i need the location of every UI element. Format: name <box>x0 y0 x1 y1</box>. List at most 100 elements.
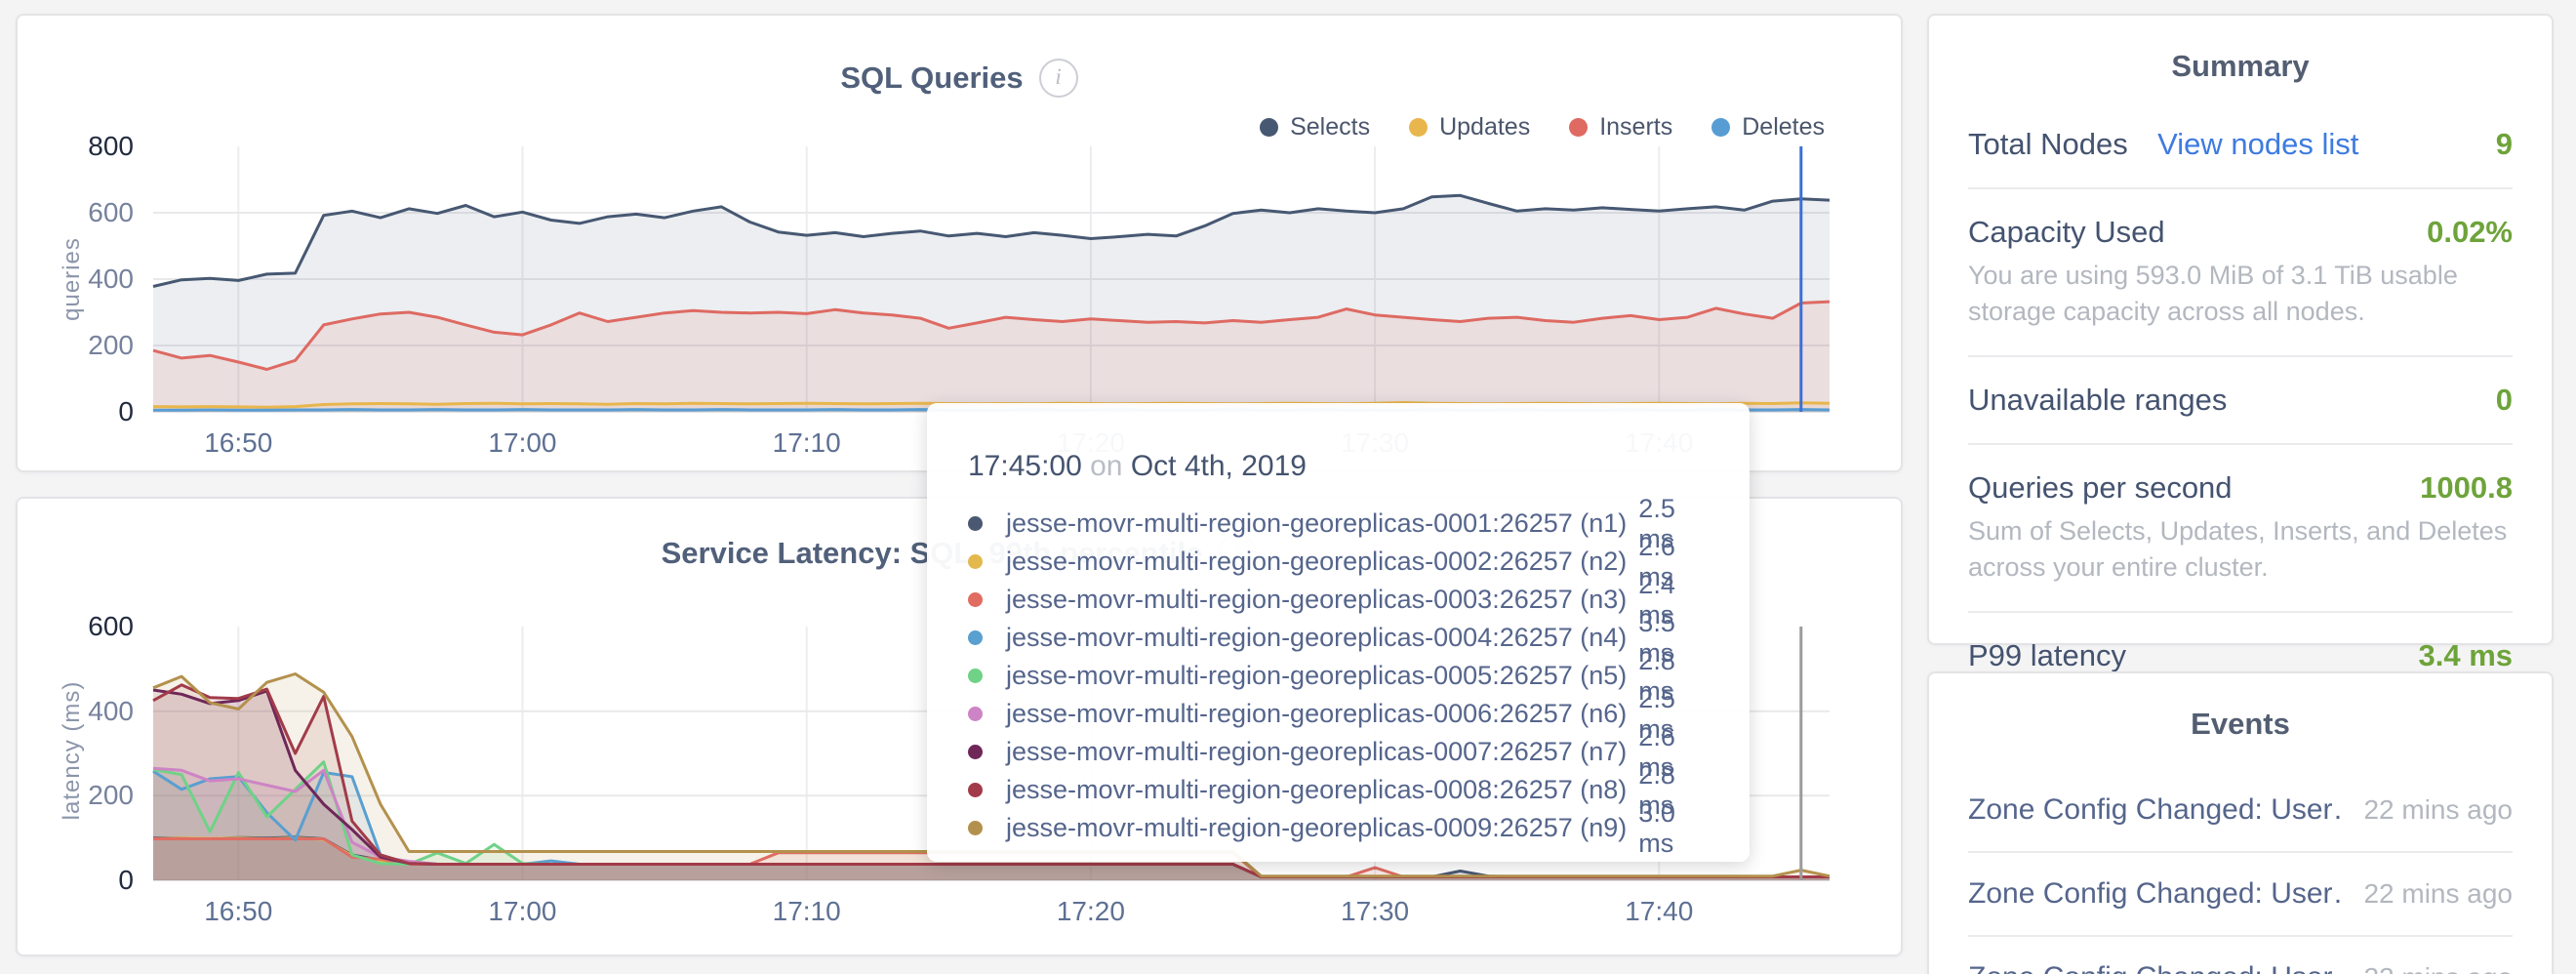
series-area <box>153 302 1830 412</box>
p99-latency-value: 3.4 ms <box>2418 638 2513 672</box>
tooltip-node-row: jesse-movr-multi-region-georeplicas-0003… <box>968 570 1709 629</box>
node-color-dot-icon <box>968 554 983 569</box>
node-latency: 3.0 ms <box>1638 797 1675 858</box>
deletes-dot-icon <box>1711 118 1731 137</box>
node-color-dot-icon <box>968 516 983 531</box>
series-area <box>153 836 1830 880</box>
queries-per-second-row: Queries per second 1000.8 <box>1968 470 2513 506</box>
tooltip-node-row: jesse-movr-multi-region-georeplicas-0004… <box>968 608 1709 668</box>
queries-per-second-value: 1000.8 <box>2420 470 2513 505</box>
divider <box>1968 187 2513 189</box>
tooltip-time: 17:45:00 <box>968 450 1082 482</box>
node-color-dot-icon <box>968 821 983 835</box>
series-area <box>153 195 1830 412</box>
node-color-dot-icon <box>968 630 983 645</box>
x-tick-label: 17:00 <box>488 896 557 926</box>
node-name: jesse-movr-multi-region-georeplicas-0008… <box>1006 775 1628 804</box>
tooltip-node-row: jesse-movr-multi-region-georeplicas-0007… <box>968 722 1709 782</box>
node-name: jesse-movr-multi-region-georeplicas-0007… <box>1006 737 1628 766</box>
service-latency-plot[interactable]: 0 200 400 600 16:50 17:00 17:10 17:20 17:30 17:40 <box>88 611 1831 926</box>
total-nodes-value: 9 <box>2495 127 2513 161</box>
legend-label: Selects <box>1290 113 1371 141</box>
node-latency: 2.4 ms <box>1638 569 1675 629</box>
divider <box>1968 611 2513 613</box>
divider <box>1968 935 2513 937</box>
sql-queries-legend: Selects Updates Inserts Deletes <box>1260 113 1825 142</box>
selects-dot-icon <box>1260 118 1279 137</box>
queries-per-second-label: Queries per second <box>1968 470 2233 505</box>
service-latency-chart[interactable] <box>152 627 1831 881</box>
y-tick-label: 200 <box>88 780 134 811</box>
series-area <box>153 690 1830 880</box>
event-text: Zone Config Changed: User… <box>1968 793 2345 826</box>
legend-label: Updates <box>1439 113 1531 141</box>
sql-y-axis-unit: queries <box>59 237 85 321</box>
summary-panel: Summary Total Nodes View nodes list 9 Ca… <box>1927 14 2554 672</box>
divider <box>1968 443 2513 445</box>
event-row[interactable]: Zone Config Changed: User… 22 mins ago <box>1968 853 2513 935</box>
summary-title: Summary <box>2171 49 2310 83</box>
node-color-dot-icon <box>968 669 983 683</box>
sql-queries-title: SQL Queries <box>840 61 1024 95</box>
node-name: jesse-movr-multi-region-georeplicas-0004… <box>1006 623 1628 652</box>
sql-queries-card: SQL Queries i Selects Updates Inserts De… <box>16 14 1903 472</box>
legend-item-deletes: Deletes <box>1711 113 1825 142</box>
tooltip-node-row: jesse-movr-multi-region-georeplicas-0008… <box>968 760 1709 820</box>
queries-per-second-description: Sum of Selects, Updates, Inserts, and De… <box>1968 516 2508 582</box>
node-name: jesse-movr-multi-region-georeplicas-0003… <box>1006 585 1628 614</box>
total-nodes-row: Total Nodes View nodes list 9 <box>1968 127 2513 162</box>
y-tick-label: 600 <box>88 197 134 227</box>
node-name: jesse-movr-multi-region-georeplicas-0001… <box>1006 508 1628 538</box>
legend-item-selects: Selects <box>1260 113 1370 142</box>
legend-label: Deletes <box>1742 113 1825 141</box>
events-panel: Events Zone Config Changed: User… 22 min… <box>1927 671 2554 974</box>
tooltip-node-row: jesse-movr-multi-region-georeplicas-0009… <box>968 798 1709 858</box>
node-latency: 2.8 ms <box>1638 645 1675 706</box>
sql-queries-plot[interactable]: 020040060080016:5017:0017:1017:2017:3017… <box>88 131 1831 458</box>
event-row[interactable]: Zone Config Changed: User… 22 mins ago <box>1968 769 2513 851</box>
tooltip-date: Oct 4th, 2019 <box>1130 450 1307 482</box>
capacity-used-value: 0.02% <box>2427 215 2513 249</box>
node-name: jesse-movr-multi-region-georeplicas-0006… <box>1006 699 1628 728</box>
divider <box>1968 851 2513 853</box>
series-line <box>152 300 1831 371</box>
node-color-dot-icon <box>968 592 983 607</box>
series-line <box>152 193 1831 288</box>
event-time: 22 mins ago <box>2363 962 2513 974</box>
x-tick-label: 17:40 <box>1625 896 1694 926</box>
unavailable-ranges-value: 0 <box>2495 383 2513 417</box>
info-icon[interactable]: i <box>1038 59 1078 98</box>
node-latency: 2.6 ms <box>1638 531 1675 591</box>
inserts-dot-icon <box>1569 118 1589 137</box>
x-tick-label: 17:20 <box>1056 896 1125 926</box>
node-name: jesse-movr-multi-region-georeplicas-0009… <box>1006 813 1628 842</box>
tooltip-node-row: jesse-movr-multi-region-georeplicas-0006… <box>968 684 1709 744</box>
node-latency: 2.5 ms <box>1638 683 1675 744</box>
sql-queries-chart[interactable] <box>152 146 1831 413</box>
event-time: 22 mins ago <box>2363 878 2513 909</box>
legend-label: Inserts <box>1599 113 1673 141</box>
event-text: Zone Config Changed: User… <box>1968 877 2345 910</box>
y-tick-label: 0 <box>118 396 134 426</box>
view-nodes-list-link[interactable]: View nodes list <box>2157 127 2359 161</box>
y-tick-label: 200 <box>88 330 134 360</box>
node-latency: 3.5 ms <box>1638 607 1675 668</box>
series-area <box>153 673 1830 880</box>
node-latency: 2.8 ms <box>1638 759 1675 820</box>
y-tick-label: 400 <box>88 695 134 726</box>
divider <box>1968 355 2513 357</box>
tooltip-on: on <box>1090 450 1123 482</box>
capacity-used-row: Capacity Used 0.02% <box>1968 215 2513 250</box>
x-tick-label: 17:10 <box>772 427 841 458</box>
unavailable-ranges-label: Unavailable ranges <box>1968 383 2228 417</box>
series-area <box>153 837 1830 880</box>
sql-queries-header: SQL Queries i <box>18 59 1901 98</box>
y-tick-label: 800 <box>88 131 134 161</box>
x-tick-label: 17:00 <box>488 427 557 458</box>
event-row[interactable]: Zone Config Changed: User… 22 mins ago <box>1968 937 2513 974</box>
chart-hover-tooltip: 17:45:00 on Oct 4th, 2019 jesse-movr-mul… <box>927 403 1750 862</box>
capacity-used-description: You are using 593.0 MiB of 3.1 TiB usabl… <box>1968 261 2458 326</box>
node-name: jesse-movr-multi-region-georeplicas-0005… <box>1006 661 1628 690</box>
y-tick-label: 400 <box>88 264 134 294</box>
x-tick-label: 17:10 <box>772 896 841 926</box>
